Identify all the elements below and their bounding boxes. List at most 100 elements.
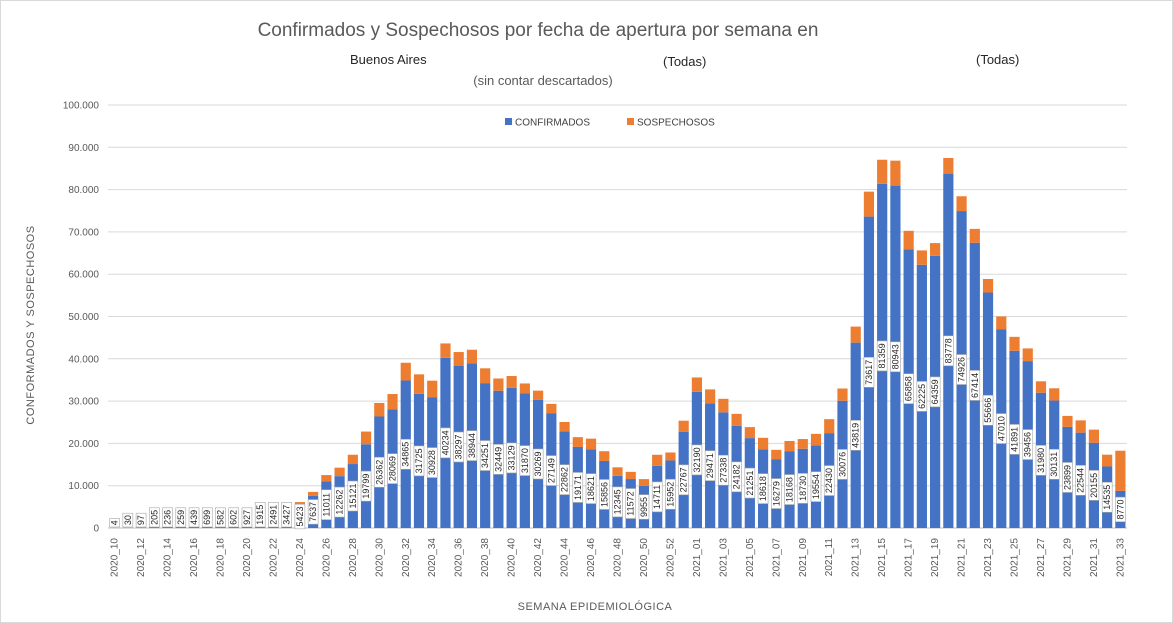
x-tick-label: 2020_34: [427, 538, 438, 577]
bar-sospechosos: [1022, 348, 1033, 362]
data-label-box: [387, 453, 398, 484]
data-label: 15121: [348, 484, 358, 509]
data-label-box: [784, 474, 795, 505]
data-label: 8770: [1115, 499, 1125, 519]
data-label-box: [797, 473, 809, 504]
x-tick-label: 2020_16: [189, 538, 200, 577]
data-label: 62225: [917, 384, 927, 409]
data-label: 34865: [401, 442, 411, 467]
x-tick-label: 2021_31: [1089, 538, 1100, 577]
data-label-box: [215, 507, 226, 528]
x-tick-label: 2020_18: [215, 538, 226, 577]
x-tick-label: 2020_30: [374, 538, 385, 577]
data-label-box: [1101, 481, 1113, 513]
bar-sospechosos: [916, 250, 927, 265]
bar-sospechosos: [585, 438, 597, 450]
data-label-box: [995, 413, 1007, 444]
x-tick-label: 2020_46: [586, 538, 597, 577]
x-tick-label: 2021_21: [957, 538, 968, 577]
bar-sospechosos: [797, 439, 808, 449]
x-tick-label: 2020_50: [639, 538, 650, 577]
bar-sospechosos: [930, 243, 941, 256]
bar-sospechosos: [1049, 388, 1060, 401]
data-label-box: [585, 473, 597, 504]
bar-sospechosos: [480, 368, 491, 384]
data-label-box: [175, 507, 187, 528]
y-tick-label: 50.000: [68, 312, 99, 323]
bar-sospechosos: [1009, 336, 1020, 351]
x-tick-label: 2021_23: [983, 538, 994, 577]
data-label-box: [612, 486, 623, 518]
data-label: 205: [149, 510, 159, 525]
legend-label: SOSPECHOSOS: [637, 118, 715, 129]
data-label: 26362: [374, 460, 384, 485]
bar-sospechosos: [625, 471, 636, 480]
bar-sospechosos: [612, 467, 623, 476]
y-tick-label: 70.000: [68, 227, 99, 238]
filter-province: Buenos Aires: [350, 52, 427, 67]
data-label-box: [360, 470, 372, 502]
data-label: 2491: [268, 505, 278, 525]
data-label-box: [426, 447, 438, 478]
data-label: 31725: [414, 448, 424, 473]
data-label: 31980: [1036, 448, 1046, 473]
data-label: 30076: [837, 452, 847, 477]
data-label-box: [771, 478, 782, 509]
data-label-box: [546, 455, 557, 486]
data-label: 38297: [454, 434, 464, 459]
data-label: 47010: [996, 416, 1006, 441]
data-label-box: [665, 478, 676, 510]
bar-sospechosos: [387, 394, 398, 410]
x-tick-label: 2020_32: [401, 538, 412, 577]
data-label: 1915: [255, 505, 265, 525]
bar-confirmados: [175, 526, 186, 528]
x-tick-label: 2020_38: [480, 538, 491, 577]
data-label-box: [1035, 445, 1047, 476]
bar-sospechosos: [546, 403, 557, 414]
data-label: 16279: [771, 481, 781, 506]
data-label-box: [373, 456, 385, 488]
data-label-box: [519, 445, 531, 476]
bar-sospechosos: [294, 502, 305, 506]
data-label-box: [969, 370, 981, 401]
bar-sospechosos: [784, 440, 795, 452]
data-label-box: [704, 450, 716, 481]
data-label: 699: [202, 510, 212, 525]
bar-sospechosos: [863, 191, 875, 217]
y-tick-label: 10.000: [68, 481, 99, 492]
bar-sospechosos: [506, 376, 517, 388]
data-label: 55666: [983, 398, 993, 423]
bar-sospechosos: [903, 230, 914, 250]
data-label: 582: [215, 510, 225, 525]
filter-classification: (Todas): [976, 52, 1020, 67]
bar-sospechosos: [1102, 454, 1113, 467]
data-label: 27338: [718, 458, 728, 483]
bar-sospechosos: [519, 383, 530, 394]
y-tick-label: 60.000: [68, 270, 99, 281]
data-label-box: [400, 438, 412, 470]
y-tick-label: 40.000: [68, 354, 99, 365]
data-label: 12262: [335, 490, 345, 515]
data-label: 11572: [626, 491, 636, 515]
bar-sospechosos: [665, 452, 676, 461]
data-label-box: [1062, 462, 1073, 493]
x-tick-label: 2020_20: [242, 538, 253, 577]
data-label: 15856: [599, 482, 609, 507]
data-label-box: [678, 464, 689, 496]
bar-sospechosos: [771, 449, 782, 460]
bar-sospechosos: [599, 451, 610, 461]
data-label-box: [453, 431, 464, 463]
x-tick-label: 2020_28: [348, 538, 359, 577]
bar-confirmados: [149, 527, 160, 528]
data-label: 73617: [864, 360, 874, 385]
data-label-box: [479, 440, 491, 471]
y-tick-label: 100.000: [63, 101, 100, 112]
data-label-box: [1048, 448, 1060, 480]
bar-sospechosos: [1062, 415, 1073, 427]
data-label: 5423: [295, 507, 305, 527]
data-label: 40234: [440, 430, 450, 455]
data-label-box: [254, 502, 266, 528]
data-label: 23899: [1062, 465, 1072, 490]
data-label: 31870: [520, 448, 530, 473]
data-label-box: [347, 480, 359, 512]
